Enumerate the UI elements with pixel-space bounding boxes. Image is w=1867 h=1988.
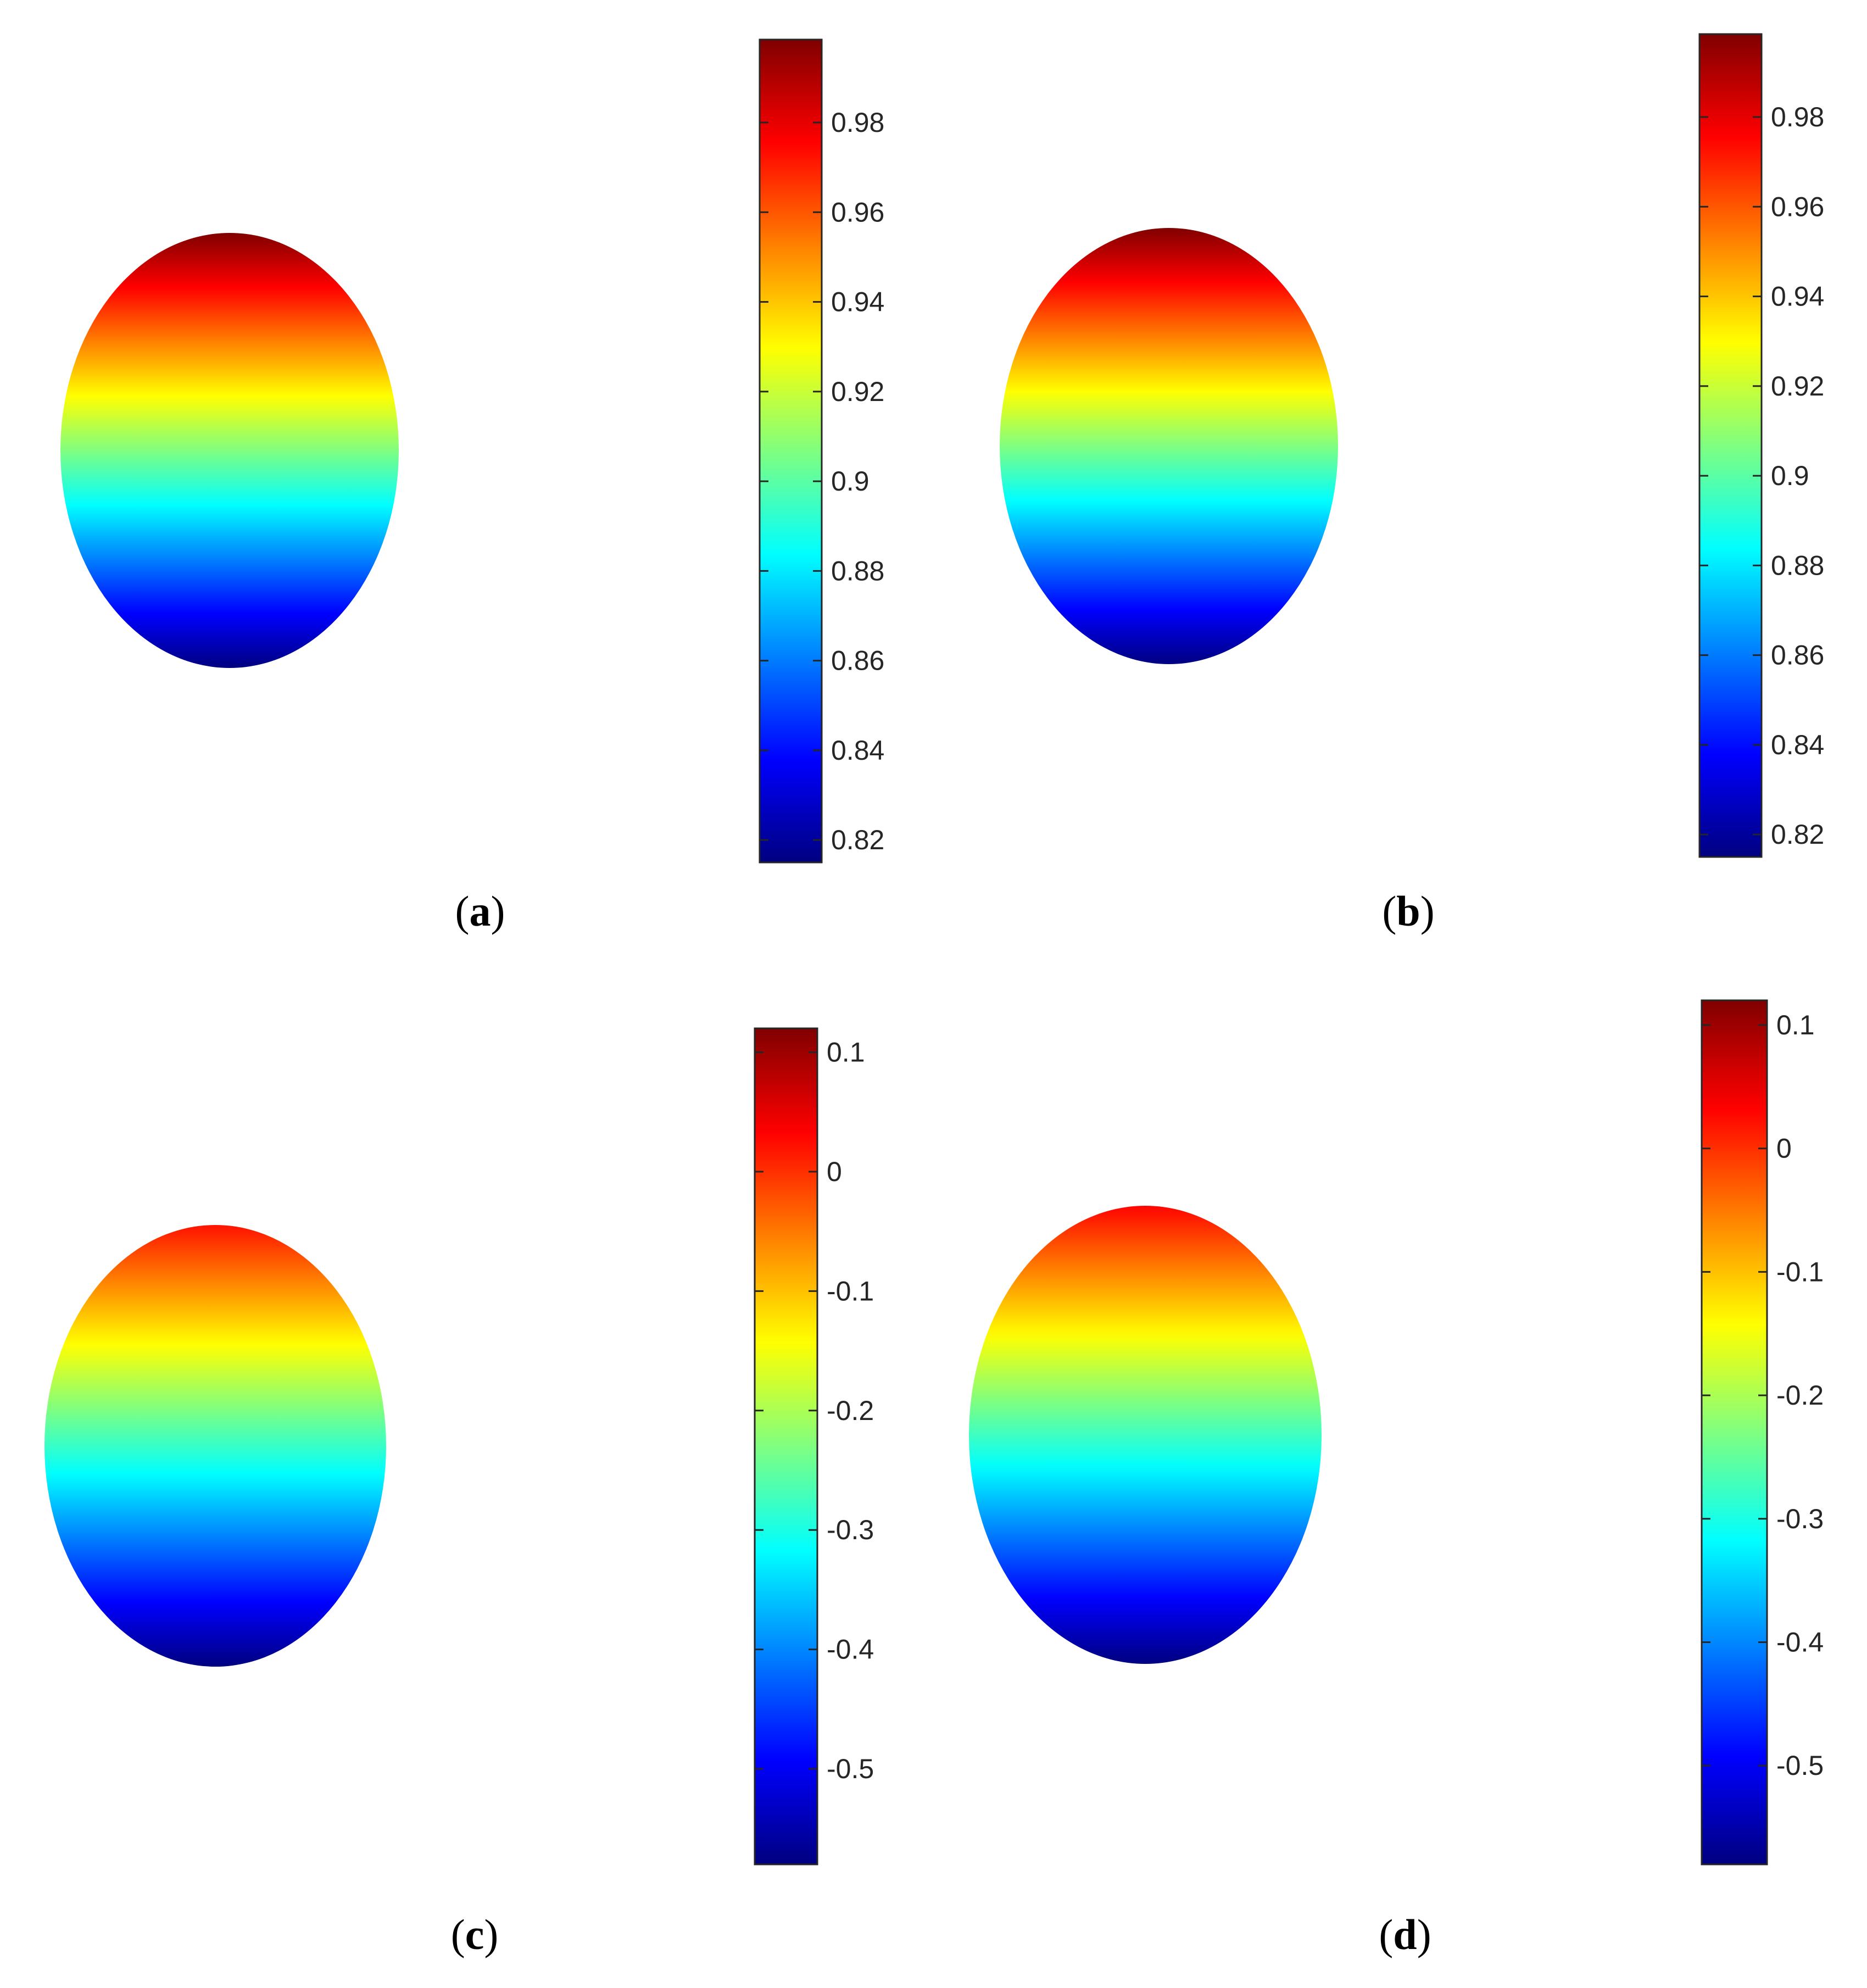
panel-caption-c: (c) xyxy=(451,1911,499,1958)
colorbar-a: 0.82 0.84 0.86 0.88 0.9 0.92 0.94 0.96 0.98 xyxy=(759,38,884,864)
colorbar-tick-label-a-7: 0.96 xyxy=(831,197,884,227)
panel-caption-a: (a) xyxy=(455,887,505,935)
panel-a: 0.82 0.84 0.86 0.88 0.9 0.92 0.94 0.96 0.98 (a) xyxy=(60,38,884,935)
colorbar-tick-label-c-5: 0 xyxy=(827,1156,842,1187)
colorbar-tick-label-b-8: 0.98 xyxy=(1771,102,1824,132)
colorbar-gradient-c xyxy=(754,1027,818,1866)
panel-caption-letter-b: b xyxy=(1396,887,1420,935)
colorbar-tick-label-c-1: -0.4 xyxy=(827,1634,874,1665)
panel-caption-letter-d: d xyxy=(1393,1911,1417,1958)
panel-d: -0.5 -0.4 -0.3 -0.2 -0.1 0 0.1 (d) xyxy=(969,999,1824,1958)
colorbar-gradient-d xyxy=(1701,999,1768,1866)
colorbar-tick-label-c-0: -0.5 xyxy=(827,1753,874,1784)
colorbar-tick-label-a-5: 0.92 xyxy=(831,376,884,407)
panel-caption-letter-c: c xyxy=(465,1911,484,1958)
colorbar-tick-label-d-0: -0.5 xyxy=(1776,1750,1824,1781)
colorbar-tick-label-d-6: 0.1 xyxy=(1776,1010,1815,1040)
colorbar-tick-label-d-4: -0.1 xyxy=(1776,1256,1824,1287)
colorbar-gradient-a xyxy=(759,38,823,864)
surface-ellipse-a xyxy=(60,233,399,668)
colorbar-tick-label-a-1: 0.84 xyxy=(831,735,884,766)
colorbar-tick-label-a-8: 0.98 xyxy=(831,107,884,138)
colorbar-tick-label-b-7: 0.96 xyxy=(1771,191,1824,222)
colorbar-tick-label-a-6: 0.94 xyxy=(831,287,884,318)
panel-caption-b: (b) xyxy=(1382,887,1434,935)
colorbar-c: -0.5 -0.4 -0.3 -0.2 -0.1 0 0.1 xyxy=(754,1027,874,1866)
panel-caption-d: (d) xyxy=(1379,1911,1431,1958)
colorbar-gradient-b xyxy=(1698,33,1763,858)
panel-caption-letter-a: a xyxy=(470,887,491,935)
colorbar-tick-label-a-4: 0.9 xyxy=(831,466,870,497)
surface-ellipse-b xyxy=(1000,228,1338,664)
colorbar-tick-label-a-3: 0.88 xyxy=(831,555,884,586)
colorbar-tick-label-b-3: 0.88 xyxy=(1771,550,1824,581)
colorbar-tick-label-c-2: -0.3 xyxy=(827,1514,874,1545)
colorbar-tick-label-c-6: 0.1 xyxy=(827,1037,865,1067)
colorbar-tick-label-d-2: -0.3 xyxy=(1776,1503,1824,1534)
panel-b: 0.82 0.84 0.86 0.88 0.9 0.92 0.94 0.96 0.98 (b) xyxy=(1000,33,1824,935)
colorbar-tick-label-a-2: 0.86 xyxy=(831,645,884,676)
colorbar-tick-label-d-1: -0.4 xyxy=(1776,1627,1824,1658)
colorbar-tick-label-b-5: 0.92 xyxy=(1771,371,1824,402)
colorbar-tick-label-b-4: 0.9 xyxy=(1771,460,1809,491)
surface-ellipse-d xyxy=(969,1206,1322,1664)
colorbar-tick-label-c-3: -0.2 xyxy=(827,1395,874,1426)
colorbar-tick-label-a-0: 0.82 xyxy=(831,825,884,855)
colorbar-tick-label-c-4: -0.1 xyxy=(827,1276,874,1306)
colorbar-tick-label-d-5: 0 xyxy=(1776,1133,1792,1164)
colorbar-tick-label-b-1: 0.84 xyxy=(1771,730,1824,760)
colorbar-tick-label-b-2: 0.86 xyxy=(1771,640,1824,671)
panel-c: -0.5 -0.4 -0.3 -0.2 -0.1 0 0.1 (c) xyxy=(44,1027,874,1958)
colorbar-tick-label-d-3: -0.2 xyxy=(1776,1380,1824,1411)
colorbar-tick-label-b-6: 0.94 xyxy=(1771,281,1824,312)
colorbar-d: -0.5 -0.4 -0.3 -0.2 -0.1 0 0.1 xyxy=(1701,999,1824,1866)
colorbar-tick-label-b-0: 0.82 xyxy=(1771,819,1824,850)
colorbar-b: 0.82 0.84 0.86 0.88 0.9 0.92 0.94 0.96 0.98 xyxy=(1698,33,1824,858)
surface-ellipse-c xyxy=(44,1225,386,1667)
